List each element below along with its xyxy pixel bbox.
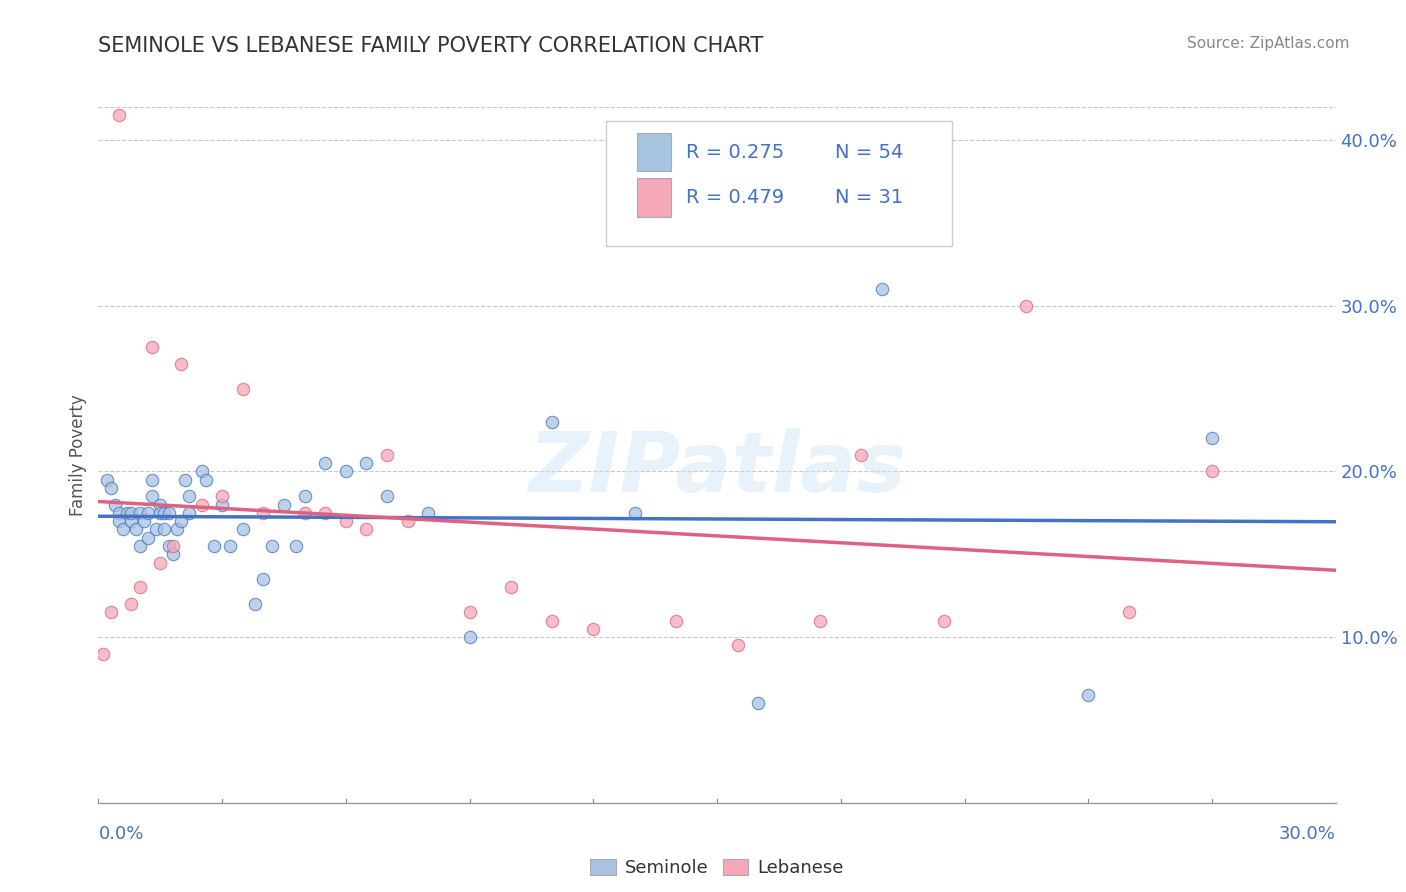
Point: [157, 539, 180, 553]
Point: [100, 481, 122, 495]
Point: [96, 473, 118, 487]
Point: [541, 415, 564, 429]
Point: [458, 630, 481, 644]
Point: [132, 514, 155, 528]
Point: [162, 539, 184, 553]
Point: [100, 605, 122, 619]
Point: [458, 605, 481, 619]
Point: [166, 523, 188, 537]
Point: [141, 340, 163, 354]
Point: [356, 523, 378, 537]
Point: [157, 506, 180, 520]
Text: N = 31: N = 31: [835, 188, 903, 207]
Point: [124, 523, 146, 537]
Point: [141, 489, 163, 503]
Text: N = 54: N = 54: [835, 143, 903, 161]
Point: [219, 539, 242, 553]
Point: [141, 473, 163, 487]
Point: [174, 473, 197, 487]
Point: [851, 448, 873, 462]
Point: [190, 498, 212, 512]
Point: [108, 108, 131, 122]
Point: [582, 622, 605, 636]
Text: 0.0%: 0.0%: [98, 825, 143, 843]
Point: [335, 465, 357, 479]
Point: [128, 539, 150, 553]
Point: [665, 614, 688, 628]
Point: [91, 647, 114, 661]
Point: [747, 697, 769, 711]
Point: [202, 539, 225, 553]
Point: [418, 506, 440, 520]
Point: [356, 456, 378, 470]
Y-axis label: Family Poverty: Family Poverty: [69, 394, 87, 516]
Point: [375, 448, 398, 462]
Point: [932, 614, 955, 628]
Point: [170, 514, 193, 528]
Point: [1201, 431, 1223, 445]
Point: [162, 547, 184, 561]
Point: [170, 357, 193, 371]
Point: [1201, 465, 1223, 479]
Text: 30.0%: 30.0%: [1279, 825, 1336, 843]
Point: [243, 597, 266, 611]
Point: [108, 514, 131, 528]
Point: [1015, 299, 1038, 313]
Point: [211, 489, 233, 503]
Point: [541, 614, 564, 628]
Point: [232, 523, 254, 537]
Point: [727, 639, 749, 653]
Point: [232, 382, 254, 396]
Point: [120, 506, 142, 520]
Point: [285, 539, 308, 553]
Point: [108, 506, 131, 520]
Point: [149, 506, 172, 520]
Point: [117, 506, 139, 520]
Point: [153, 506, 176, 520]
Point: [194, 473, 217, 487]
Point: [260, 539, 283, 553]
Point: [120, 514, 142, 528]
Point: [179, 489, 201, 503]
Text: Source: ZipAtlas.com: Source: ZipAtlas.com: [1187, 36, 1350, 51]
Point: [870, 282, 893, 296]
Text: R = 0.275: R = 0.275: [686, 143, 785, 161]
Point: [149, 556, 172, 570]
Point: [252, 506, 274, 520]
Point: [396, 514, 419, 528]
Point: [149, 498, 172, 512]
Point: [375, 489, 398, 503]
Point: [623, 506, 645, 520]
Text: R = 0.479: R = 0.479: [686, 188, 785, 207]
Point: [273, 498, 295, 512]
Point: [252, 572, 274, 586]
Point: [128, 581, 150, 595]
Point: [499, 581, 522, 595]
Point: [294, 506, 316, 520]
Point: [294, 489, 316, 503]
Text: SEMINOLE VS LEBANESE FAMILY POVERTY CORRELATION CHART: SEMINOLE VS LEBANESE FAMILY POVERTY CORR…: [98, 36, 763, 55]
FancyBboxPatch shape: [606, 121, 952, 246]
FancyBboxPatch shape: [637, 133, 671, 171]
Point: [179, 506, 201, 520]
Text: ZIPatlas: ZIPatlas: [529, 428, 905, 509]
Point: [128, 506, 150, 520]
Point: [145, 523, 167, 537]
Legend: Seminole, Lebanese: Seminole, Lebanese: [583, 852, 851, 884]
Point: [153, 523, 176, 537]
Point: [314, 456, 336, 470]
FancyBboxPatch shape: [637, 178, 671, 217]
Point: [314, 506, 336, 520]
Point: [1077, 688, 1099, 702]
Point: [808, 614, 831, 628]
Point: [1118, 605, 1140, 619]
Point: [104, 498, 127, 512]
Point: [335, 514, 357, 528]
Point: [112, 523, 135, 537]
Point: [190, 465, 212, 479]
Point: [136, 506, 159, 520]
Point: [136, 531, 159, 545]
Point: [211, 498, 233, 512]
Point: [120, 597, 142, 611]
